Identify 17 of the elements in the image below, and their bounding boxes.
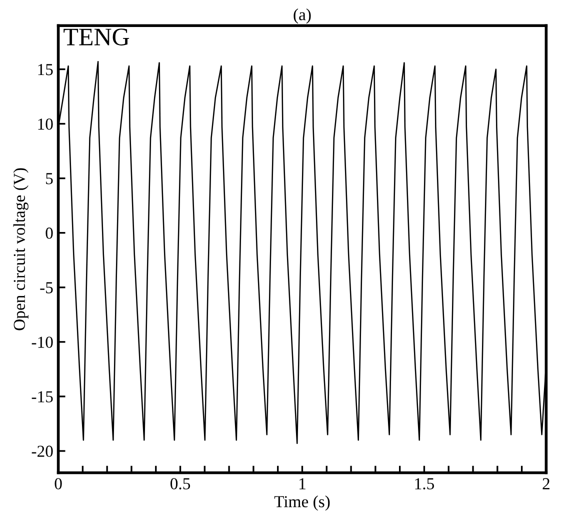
y-tick-label: -5: [40, 282, 53, 294]
chart-title: (a): [294, 8, 311, 24]
x-tick-label: 1.5: [415, 478, 434, 490]
x-tick-label: 2: [542, 478, 550, 490]
y-axis-title: Open circuit voltage (V): [13, 168, 28, 330]
x-axis-title: Time (s): [274, 496, 330, 511]
y-tick-label: 0: [46, 228, 53, 239]
y-tick-label: -20: [32, 446, 53, 457]
y-tick-label: -15: [32, 391, 53, 402]
annotation: TENG: [64, 28, 130, 46]
y-tick-label: 10: [38, 118, 53, 130]
x-tick-label: 0.5: [170, 478, 190, 490]
y-tick-label: -10: [32, 336, 53, 348]
x-tick-label: 1: [300, 478, 306, 490]
y-tick-label: 15: [38, 64, 53, 76]
y-tick-label: 5: [46, 173, 53, 184]
x-tick-label: 0: [54, 478, 62, 490]
